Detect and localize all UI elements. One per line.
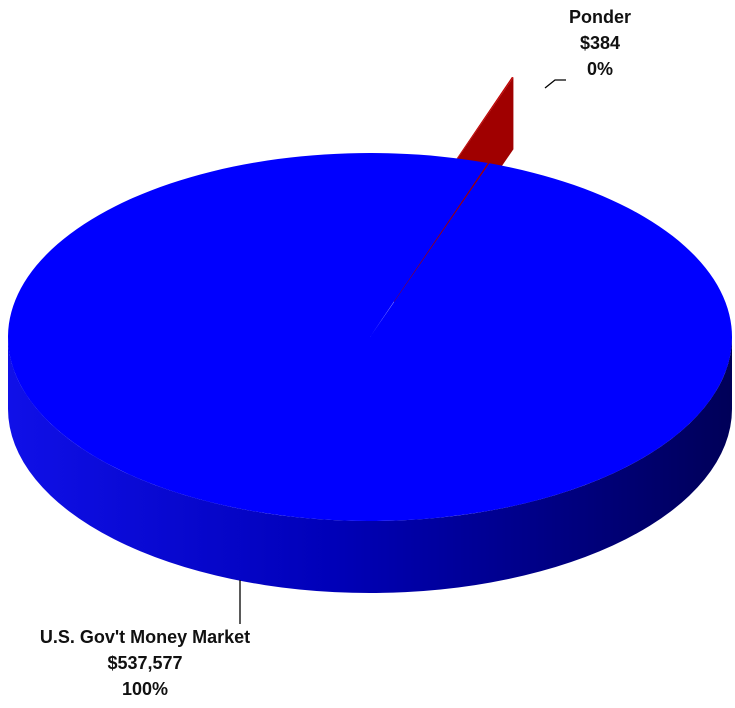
slice-side	[8, 337, 732, 593]
leader-line	[544, 79, 566, 89]
data-label-name: U.S. Gov't Money Market	[40, 627, 250, 647]
data-label-value: $537,577	[107, 653, 182, 673]
data-label-name: Ponder	[569, 7, 631, 27]
slice-top	[8, 153, 733, 522]
data-label-value: $384	[580, 33, 620, 53]
data-label-percent: 0%	[587, 59, 613, 79]
data-label-percent: 100%	[122, 679, 168, 699]
